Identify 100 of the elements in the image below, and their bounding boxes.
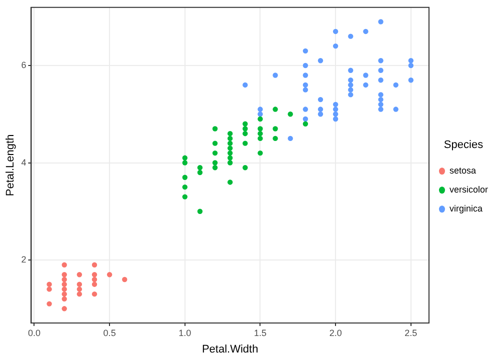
point: [378, 106, 384, 112]
legend-label: setosa: [449, 166, 476, 176]
point: [228, 160, 233, 166]
point: [46, 286, 52, 292]
point: [62, 282, 67, 287]
point: [242, 121, 248, 126]
point: [258, 150, 263, 156]
point: [92, 291, 98, 297]
point: [62, 306, 67, 312]
point: [92, 262, 98, 268]
point: [258, 136, 263, 142]
point: [408, 62, 414, 68]
point: [76, 282, 82, 287]
x-tick-label: 2.0: [329, 328, 342, 338]
point: [393, 82, 398, 88]
point: [228, 180, 233, 185]
point: [348, 78, 354, 83]
point: [242, 126, 248, 132]
point: [258, 126, 263, 132]
point: [62, 296, 67, 302]
point: [242, 140, 248, 146]
point: [302, 62, 308, 68]
point: [363, 28, 368, 34]
point: [288, 136, 293, 142]
point: [62, 291, 67, 297]
point: [76, 286, 82, 292]
y-tick-label: 6: [21, 60, 26, 70]
point: [378, 96, 384, 102]
y-tick-label: 4: [21, 157, 26, 168]
point: [212, 150, 218, 156]
point: [332, 116, 338, 122]
point: [62, 286, 67, 292]
point: [212, 160, 218, 166]
point: [378, 19, 384, 24]
point: [182, 184, 188, 190]
point: [242, 82, 248, 88]
x-tick-label: 2.5: [404, 328, 418, 338]
x-axis-title: Petal.Width: [202, 343, 258, 356]
point: [332, 102, 338, 108]
point: [258, 112, 263, 117]
point: [228, 140, 233, 146]
x-tick-label: 1.5: [254, 328, 266, 338]
point: [302, 48, 308, 54]
point: [182, 174, 188, 180]
legend-label: versicolor: [449, 184, 488, 195]
point: [272, 126, 278, 132]
point: [197, 170, 203, 176]
point: [242, 130, 248, 136]
point: [378, 78, 384, 83]
point: [258, 116, 263, 122]
point: [272, 136, 278, 142]
point: [182, 194, 188, 200]
point: [332, 112, 338, 117]
point: [318, 112, 324, 117]
point: [348, 68, 354, 73]
y-axis-title: Petal.Length: [4, 134, 17, 196]
point: [228, 136, 233, 142]
point: [378, 92, 384, 98]
point: [272, 106, 278, 112]
point: [272, 72, 278, 78]
point: [46, 301, 52, 306]
point: [302, 116, 308, 122]
point: [92, 272, 98, 278]
x-tick-label: 0.5: [103, 328, 116, 338]
point: [302, 87, 308, 92]
point: [228, 150, 233, 156]
point: [106, 272, 112, 278]
legend-label: virginica: [449, 204, 483, 214]
point: [302, 106, 308, 112]
point: [348, 34, 354, 39]
point: [363, 82, 368, 88]
point: [332, 106, 338, 112]
point: [318, 96, 324, 102]
point: [62, 262, 67, 268]
point: [408, 58, 414, 64]
point: [228, 155, 233, 161]
point: [363, 72, 368, 78]
point: [62, 272, 67, 278]
point: [258, 106, 263, 112]
point: [122, 276, 128, 282]
point: [332, 28, 338, 34]
point: [212, 140, 218, 146]
point: [228, 146, 233, 151]
point: [92, 276, 98, 282]
point: [302, 121, 308, 126]
point: [62, 276, 67, 282]
point: [76, 272, 82, 278]
point: [242, 165, 248, 170]
point: [348, 82, 354, 88]
point: [92, 282, 98, 287]
point: [46, 282, 52, 287]
point: [212, 126, 218, 132]
point: [76, 291, 82, 297]
point: [318, 106, 324, 112]
point: [197, 165, 203, 170]
point: [302, 72, 308, 78]
point: [348, 92, 354, 98]
x-tick-label: 0.0: [28, 328, 40, 338]
point: [288, 112, 293, 117]
point: [393, 106, 398, 112]
